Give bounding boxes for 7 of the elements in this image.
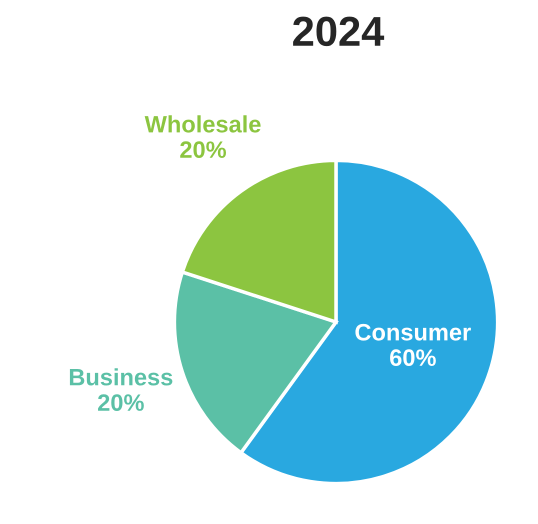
- data-label: 60%: [390, 349, 436, 366]
- slice-label: Wholesale: [144, 115, 261, 133]
- data-label: 20%: [98, 394, 144, 411]
- chart-title: 2024: [293, 16, 384, 46]
- slice-label: Consumer: [355, 324, 471, 341]
- slice-label: Business: [70, 368, 172, 386]
- data-label: 20%: [180, 141, 226, 158]
